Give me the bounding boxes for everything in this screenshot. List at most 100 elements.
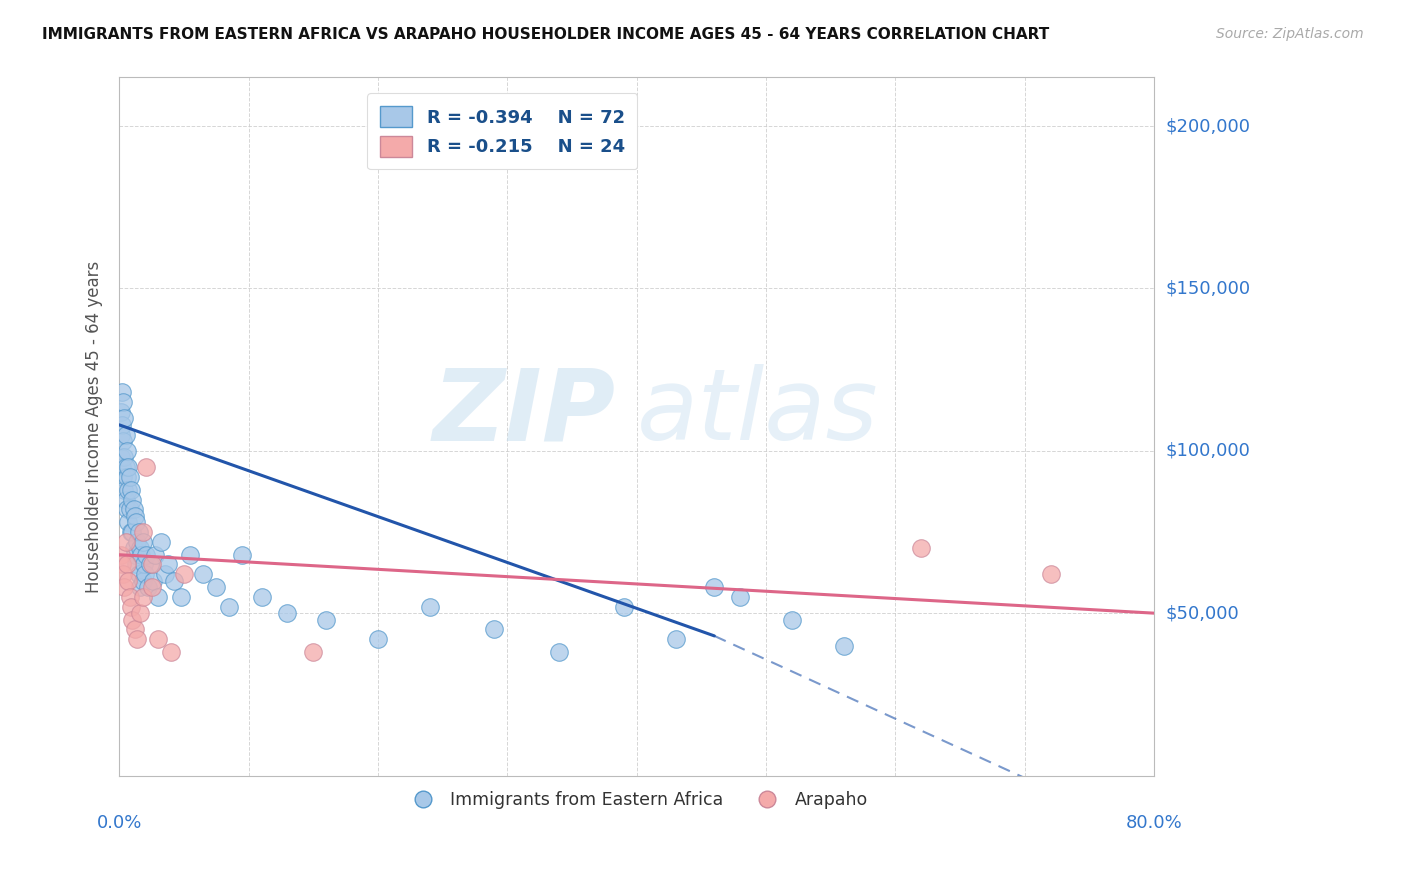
Point [135, 460, 157, 475]
Point [128, 567, 150, 582]
Point [118, 502, 141, 516]
Point [128, 524, 150, 539]
Point [131, 574, 153, 588]
Point [141, 558, 163, 572]
Point [121, 613, 143, 627]
Point [142, 574, 165, 588]
Point [125, 515, 148, 529]
Point [114, 580, 136, 594]
Point [145, 548, 167, 562]
Point [111, 558, 134, 572]
Point [115, 502, 138, 516]
Point [132, 558, 155, 572]
Text: atlas: atlas [637, 364, 879, 461]
Point [193, 567, 215, 582]
Text: 0.0%: 0.0% [97, 814, 142, 832]
Point [117, 460, 139, 475]
Point [120, 524, 142, 539]
Point [832, 639, 855, 653]
Point [111, 417, 134, 432]
Point [910, 541, 932, 556]
Point [114, 411, 136, 425]
Point [703, 580, 725, 594]
Point [129, 606, 152, 620]
Point [548, 645, 571, 659]
Point [139, 558, 162, 572]
Point [114, 483, 136, 497]
Point [112, 470, 135, 484]
Text: $200,000: $200,000 [1166, 117, 1250, 136]
Point [131, 534, 153, 549]
Point [111, 460, 134, 475]
Y-axis label: Householder Income Ages 45 - 64 years: Householder Income Ages 45 - 64 years [86, 260, 103, 592]
Point [367, 632, 389, 647]
Point [162, 574, 184, 588]
Text: Source: ZipAtlas.com: Source: ZipAtlas.com [1216, 27, 1364, 41]
Point [117, 574, 139, 588]
Point [110, 548, 132, 562]
Point [153, 567, 176, 582]
Point [141, 580, 163, 594]
Point [115, 443, 138, 458]
Point [780, 613, 803, 627]
Point [129, 580, 152, 594]
Point [114, 492, 136, 507]
Point [157, 558, 180, 572]
Point [129, 548, 152, 562]
Point [117, 483, 139, 497]
Point [114, 534, 136, 549]
Point [112, 395, 135, 409]
Point [170, 590, 193, 604]
Point [117, 515, 139, 529]
Point [122, 502, 145, 516]
Text: $50,000: $50,000 [1166, 604, 1239, 622]
Point [121, 492, 143, 507]
Point [129, 541, 152, 556]
Point [135, 548, 157, 562]
Point [115, 470, 138, 484]
Point [149, 534, 172, 549]
Point [111, 385, 134, 400]
Point [146, 632, 169, 647]
Point [118, 590, 141, 604]
Point [664, 632, 686, 647]
Text: ZIP: ZIP [433, 364, 616, 461]
Point [136, 580, 159, 594]
Text: $100,000: $100,000 [1166, 442, 1250, 460]
Point [250, 590, 273, 604]
Point [160, 645, 183, 659]
Point [124, 623, 146, 637]
Legend: Immigrants from Eastern Africa, Arapaho: Immigrants from Eastern Africa, Arapaho [398, 784, 875, 815]
Text: IMMIGRANTS FROM EASTERN AFRICA VS ARAPAHO HOUSEHOLDER INCOME AGES 45 - 64 YEARS : IMMIGRANTS FROM EASTERN AFRICA VS ARAPAH… [42, 27, 1049, 42]
Point [127, 534, 149, 549]
Point [127, 632, 149, 647]
Point [484, 623, 506, 637]
Point [112, 567, 135, 582]
Point [115, 558, 138, 572]
Point [231, 548, 253, 562]
Point [276, 606, 298, 620]
Point [122, 541, 145, 556]
Point [613, 599, 636, 614]
Point [302, 645, 325, 659]
Point [218, 599, 240, 614]
Point [110, 427, 132, 442]
Point [179, 548, 201, 562]
Point [125, 558, 148, 572]
Point [110, 450, 132, 465]
Point [134, 567, 156, 582]
Point [124, 548, 146, 562]
Point [121, 524, 143, 539]
Point [1039, 567, 1062, 582]
Point [205, 580, 228, 594]
Point [146, 590, 169, 604]
Point [114, 450, 136, 465]
Point [131, 590, 153, 604]
Point [114, 427, 136, 442]
Point [173, 567, 195, 582]
Point [120, 599, 142, 614]
Point [315, 613, 337, 627]
Point [114, 460, 136, 475]
Text: 80.0%: 80.0% [1126, 814, 1182, 832]
Text: $150,000: $150,000 [1166, 279, 1250, 298]
